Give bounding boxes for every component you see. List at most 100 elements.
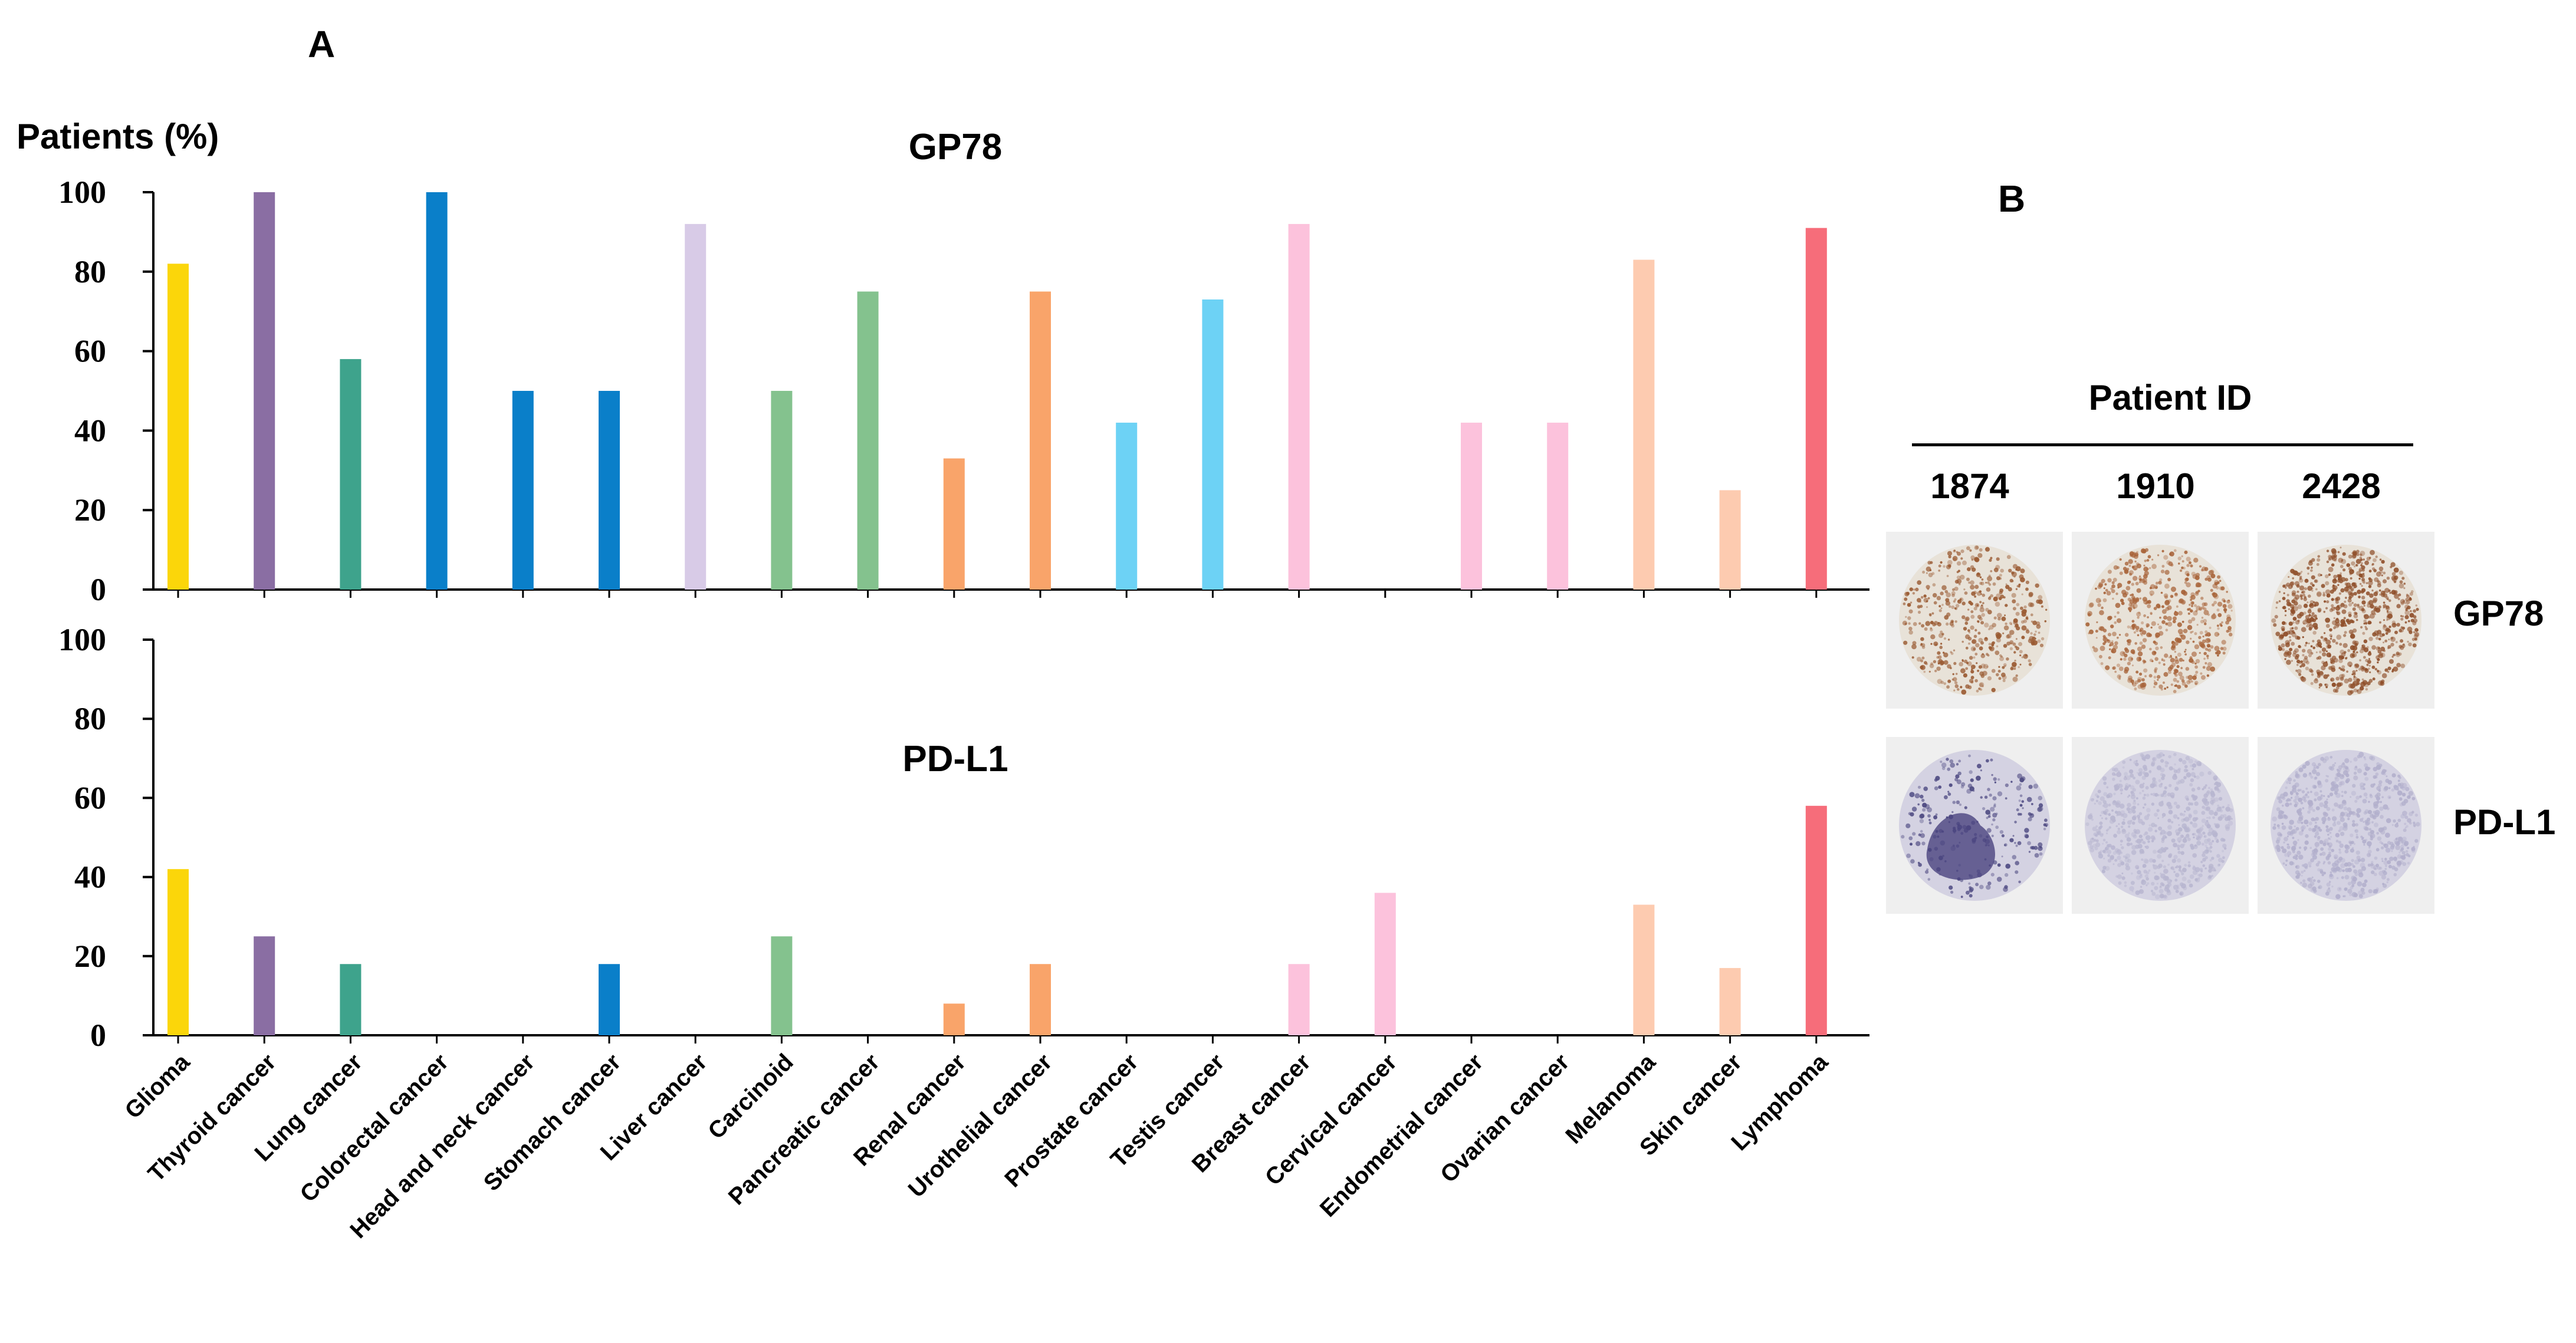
stain-dot: [2341, 665, 2345, 669]
stain-dot: [2148, 858, 2154, 863]
category-label: Endometrial cancer: [1315, 1049, 1489, 1222]
stain-dot: [2397, 818, 2401, 822]
stain-dot: [2276, 807, 2281, 811]
stain-dot: [2341, 559, 2344, 562]
stain-dot: [2328, 766, 2333, 770]
bar-gp78: [1030, 291, 1051, 590]
stain-dot: [2096, 621, 2098, 624]
stain-dot: [2158, 863, 2163, 868]
stain-dot: [2350, 833, 2354, 838]
stain-dot: [1939, 646, 1943, 649]
stain-dot: [1996, 673, 1999, 677]
stain-dot: [2019, 574, 2024, 580]
stain-dot: [2019, 650, 2023, 654]
stain-dot: [2331, 781, 2335, 786]
stain-dot: [2383, 571, 2386, 575]
stain-dot: [2217, 633, 2220, 636]
stain-dot: [2125, 649, 2130, 653]
stain-dot: [2153, 676, 2157, 679]
bar-pdl1: [340, 964, 362, 1035]
stain-dot: [1928, 821, 1932, 825]
stain-dot: [2176, 781, 2180, 785]
stain-dot: [2389, 592, 2391, 594]
stain-dot: [2402, 837, 2407, 841]
stain-dot: [1961, 782, 1966, 786]
stain-dot: [2314, 626, 2318, 630]
stain-dot: [2168, 755, 2171, 759]
stain-dot: [2295, 773, 2299, 778]
stain-dot: [2144, 772, 2149, 778]
stain-dot: [2157, 753, 2162, 759]
stain-dot: [2011, 571, 2017, 577]
stain-dot: [2328, 887, 2331, 890]
stain-dot: [2400, 615, 2403, 617]
stain-dot: [1999, 588, 2004, 592]
stain-dot: [2308, 773, 2312, 776]
stain-dot: [2128, 603, 2133, 607]
stain-dot: [2009, 630, 2015, 635]
stain-dot: [2125, 585, 2131, 591]
stain-dot: [2413, 609, 2416, 613]
stain-dot: [2360, 553, 2363, 557]
stain-dot: [2180, 851, 2184, 855]
stain-dot: [2199, 608, 2202, 611]
stain-dot: [1912, 592, 1915, 595]
stain-dot: [2294, 782, 2299, 788]
stain-dot: [2387, 860, 2391, 864]
stain-dot: [2108, 826, 2111, 829]
stain-dot: [2388, 626, 2391, 628]
stain-dot: [2187, 828, 2191, 832]
stain-dot: [2318, 683, 2322, 687]
bar-gp78: [1547, 422, 1569, 590]
stain-dot: [1933, 815, 1938, 819]
stain-dot: [2290, 568, 2295, 574]
stain-dot: [2388, 864, 2392, 868]
stain-dot: [2148, 869, 2151, 872]
stain-dot: [2381, 846, 2384, 850]
stain-dot: [2134, 642, 2137, 645]
stain-dot: [2147, 604, 2151, 608]
stain-dot: [2329, 628, 2332, 632]
stain-dot: [2130, 881, 2135, 886]
stain-dot: [2373, 569, 2377, 572]
stain-dot: [2141, 548, 2146, 554]
stain-dot: [1987, 581, 1990, 584]
stain-dot: [2288, 630, 2294, 635]
stain-dot: [2151, 802, 2155, 806]
stain-dot: [2334, 784, 2339, 789]
y-tick-label-gp78: 80: [74, 254, 106, 289]
stain-dot: [2355, 795, 2360, 800]
stain-dot: [2204, 633, 2208, 637]
stain-dot: [2119, 634, 2121, 636]
stain-dot: [2117, 636, 2119, 639]
stain-dot: [1946, 575, 1949, 577]
stain-dot: [2005, 797, 2007, 800]
stain-dot: [1979, 683, 1983, 687]
stain-dot: [2141, 775, 2146, 780]
stain-dot: [2281, 643, 2285, 648]
stain-dot: [2227, 821, 2233, 826]
stain-dot: [2302, 636, 2304, 638]
stain-dot: [2158, 661, 2161, 664]
stain-dot: [1924, 627, 1928, 631]
stain-dot: [2103, 849, 2108, 854]
stain-dot: [2221, 621, 2223, 624]
stain-dot: [1940, 680, 1944, 684]
stain-dot: [1953, 549, 1956, 553]
stain-dot: [2178, 611, 2183, 615]
stain-dot: [2206, 674, 2210, 677]
stain-dot: [2352, 877, 2357, 882]
stain-dot: [2384, 639, 2388, 643]
stain-dot: [2403, 582, 2406, 585]
stain-dot: [1969, 888, 1973, 893]
stain-dot: [2124, 561, 2129, 566]
stain-dot: [2333, 574, 2337, 579]
stain-dot: [1990, 594, 1993, 598]
stain-dot: [2176, 804, 2180, 809]
stain-dot: [2275, 845, 2281, 850]
stain-dot: [2161, 860, 2164, 863]
stain-dot: [1961, 689, 1967, 695]
stain-dot: [2327, 834, 2329, 836]
stain-dot: [1996, 557, 2000, 561]
stain-dot: [2334, 597, 2338, 601]
